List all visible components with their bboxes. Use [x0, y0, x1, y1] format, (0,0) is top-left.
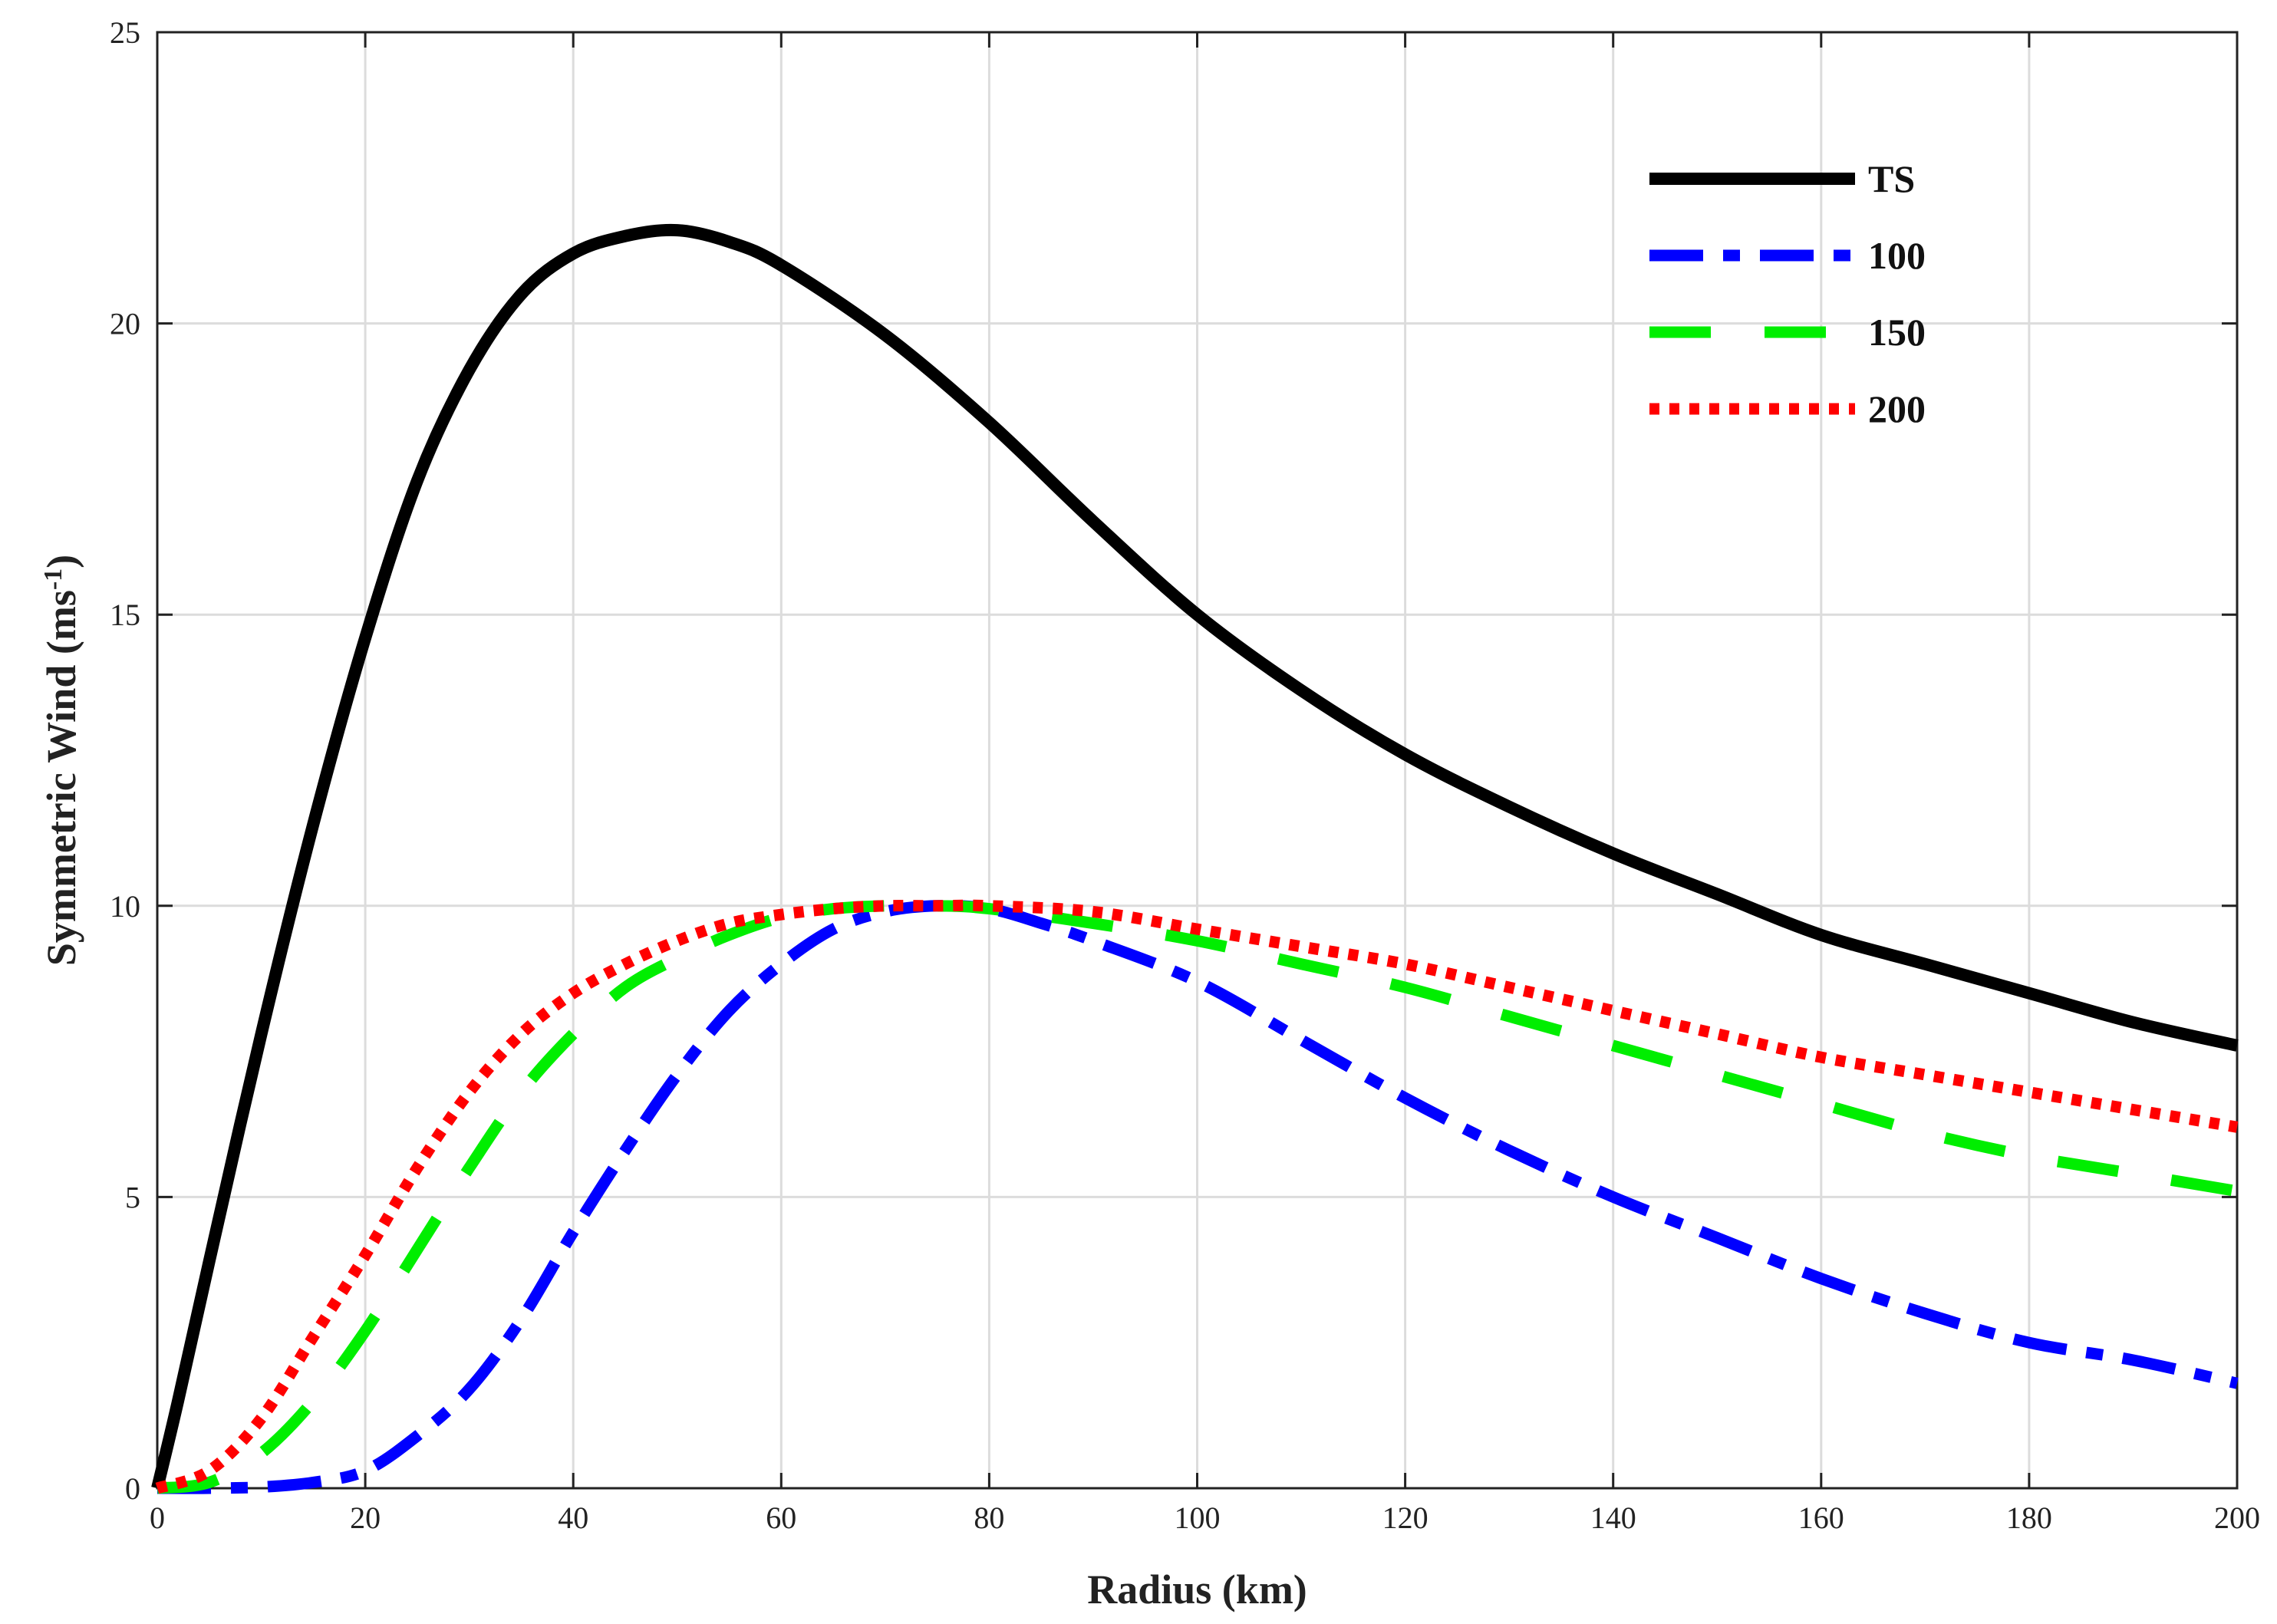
x-tick-label: 100 — [1175, 1500, 1221, 1535]
y-axis-label: Symmetric Wind (ms-1) — [38, 555, 84, 966]
x-tick-label: 120 — [1382, 1500, 1428, 1535]
legend-label-200: 200 — [1868, 387, 1926, 430]
y-tick-label: 15 — [110, 598, 140, 632]
y-tick-label: 0 — [125, 1471, 140, 1506]
x-axis-label: Radius (km) — [1087, 1566, 1307, 1612]
x-tick-label: 180 — [2006, 1500, 2052, 1535]
legend-label-100: 100 — [1868, 234, 1926, 277]
y-tick-label: 25 — [110, 15, 140, 50]
y-axis-label-close: ) — [38, 555, 84, 568]
legend-label-ts: TS — [1868, 157, 1915, 200]
x-tick-label: 200 — [2214, 1500, 2260, 1535]
series-line-ts — [151, 223, 2239, 1490]
y-tick-label: 20 — [110, 307, 140, 341]
x-tick-label: 60 — [766, 1500, 796, 1535]
y-tick-label: 10 — [110, 889, 140, 924]
axis-ticks: 0 20 40 60 80 100 120 140 160 180 200 0 5 10 15 20 25 — [110, 15, 2260, 1535]
series-line-200 — [155, 899, 2239, 1494]
x-tick-label: 20 — [350, 1500, 381, 1535]
series-line-150 — [157, 899, 2239, 1494]
y-tick-label: 5 — [125, 1180, 140, 1214]
legend-label-150: 150 — [1868, 311, 1926, 354]
data-series — [151, 223, 2239, 1494]
x-tick-label: 40 — [558, 1500, 588, 1535]
x-tick-label: 80 — [974, 1500, 1004, 1535]
x-tick-label: 0 — [150, 1500, 165, 1535]
x-tick-label: 140 — [1590, 1500, 1636, 1535]
x-tick-label: 160 — [1798, 1500, 1844, 1535]
y-axis-label-main: Symmetric Wind (ms — [38, 590, 84, 966]
legend: TS 100 150 200 — [1649, 157, 1926, 430]
y-axis-label-superscript: -1 — [39, 568, 68, 590]
